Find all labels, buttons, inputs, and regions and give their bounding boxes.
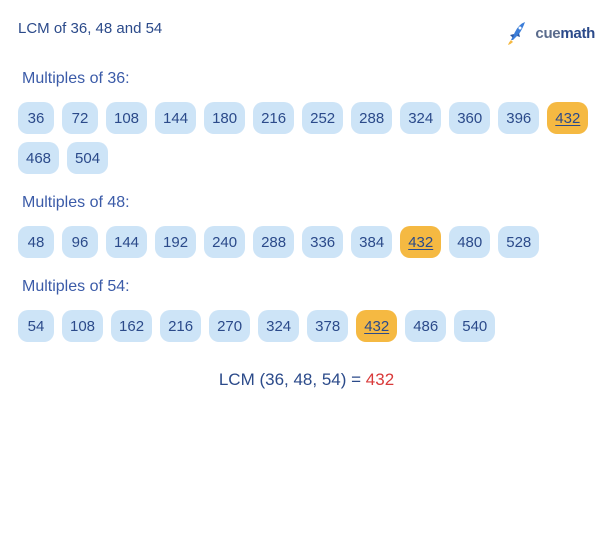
multiple-chip: 360: [449, 102, 490, 134]
section-title: Multiples of 54:: [22, 278, 595, 296]
multiple-chip: 144: [155, 102, 196, 134]
multiples-section: Multiples of 54: 541081622162703243784324…: [18, 278, 595, 342]
multiple-chip: 486: [405, 310, 446, 342]
multiple-chip: 240: [204, 226, 245, 258]
result-value: 432: [366, 370, 394, 389]
multiple-chip: 108: [62, 310, 103, 342]
multiple-chip: 288: [351, 102, 392, 134]
brand-text-a: cue: [535, 25, 560, 42]
brand-logo: cuemath: [505, 20, 595, 46]
multiple-chip: 48: [18, 226, 54, 258]
section-title: Multiples of 36:: [22, 70, 595, 88]
multiple-chip: 96: [62, 226, 98, 258]
page-title: LCM of 36, 48 and 54: [18, 20, 162, 37]
header: LCM of 36, 48 and 54 cuemath: [18, 20, 595, 46]
multiple-chip: 396: [498, 102, 539, 134]
multiple-chip: 108: [106, 102, 147, 134]
multiple-chip: 54: [18, 310, 54, 342]
brand-text-b: math: [560, 25, 595, 42]
multiples-section: Multiples of 48: 489614419224028833638443…: [18, 194, 595, 258]
multiple-chip: 336: [302, 226, 343, 258]
multiple-chip: 36: [18, 102, 54, 134]
multiple-chip: 378: [307, 310, 348, 342]
brand-text: cuemath: [535, 25, 595, 42]
multiple-chip: 270: [209, 310, 250, 342]
multiple-chip: 72: [62, 102, 98, 134]
multiples-section: Multiples of 36: 367210814418021625228832…: [18, 70, 595, 174]
multiple-chip: 252: [302, 102, 343, 134]
multiple-chip: 468: [18, 142, 59, 174]
chip-row: 54108162216270324378432486540: [18, 310, 595, 342]
multiple-chip: 180: [204, 102, 245, 134]
multiple-chip: 528: [498, 226, 539, 258]
multiple-chip-highlight: 432: [547, 102, 588, 134]
result-label: LCM (36, 48, 54) =: [219, 370, 366, 389]
multiple-chip: 162: [111, 310, 152, 342]
multiple-chip: 192: [155, 226, 196, 258]
multiple-chip: 324: [258, 310, 299, 342]
chip-row: 4896144192240288336384432480528: [18, 226, 595, 258]
multiples-sections: Multiples of 36:367210814418021625228832…: [18, 70, 595, 342]
multiple-chip-highlight: 432: [400, 226, 441, 258]
multiple-chip: 480: [449, 226, 490, 258]
multiple-chip: 216: [160, 310, 201, 342]
multiple-chip: 288: [253, 226, 294, 258]
section-title: Multiples of 48:: [22, 194, 595, 212]
rocket-icon: [505, 20, 531, 46]
multiple-chip: 144: [106, 226, 147, 258]
multiple-chip: 384: [351, 226, 392, 258]
multiple-chip-highlight: 432: [356, 310, 397, 342]
multiple-chip: 540: [454, 310, 495, 342]
multiple-chip: 216: [253, 102, 294, 134]
multiple-chip: 324: [400, 102, 441, 134]
chip-row: 3672108144180216252288324360396432 468504: [18, 102, 595, 174]
multiple-chip: 504: [67, 142, 108, 174]
result-line: LCM (36, 48, 54) = 432: [18, 370, 595, 390]
